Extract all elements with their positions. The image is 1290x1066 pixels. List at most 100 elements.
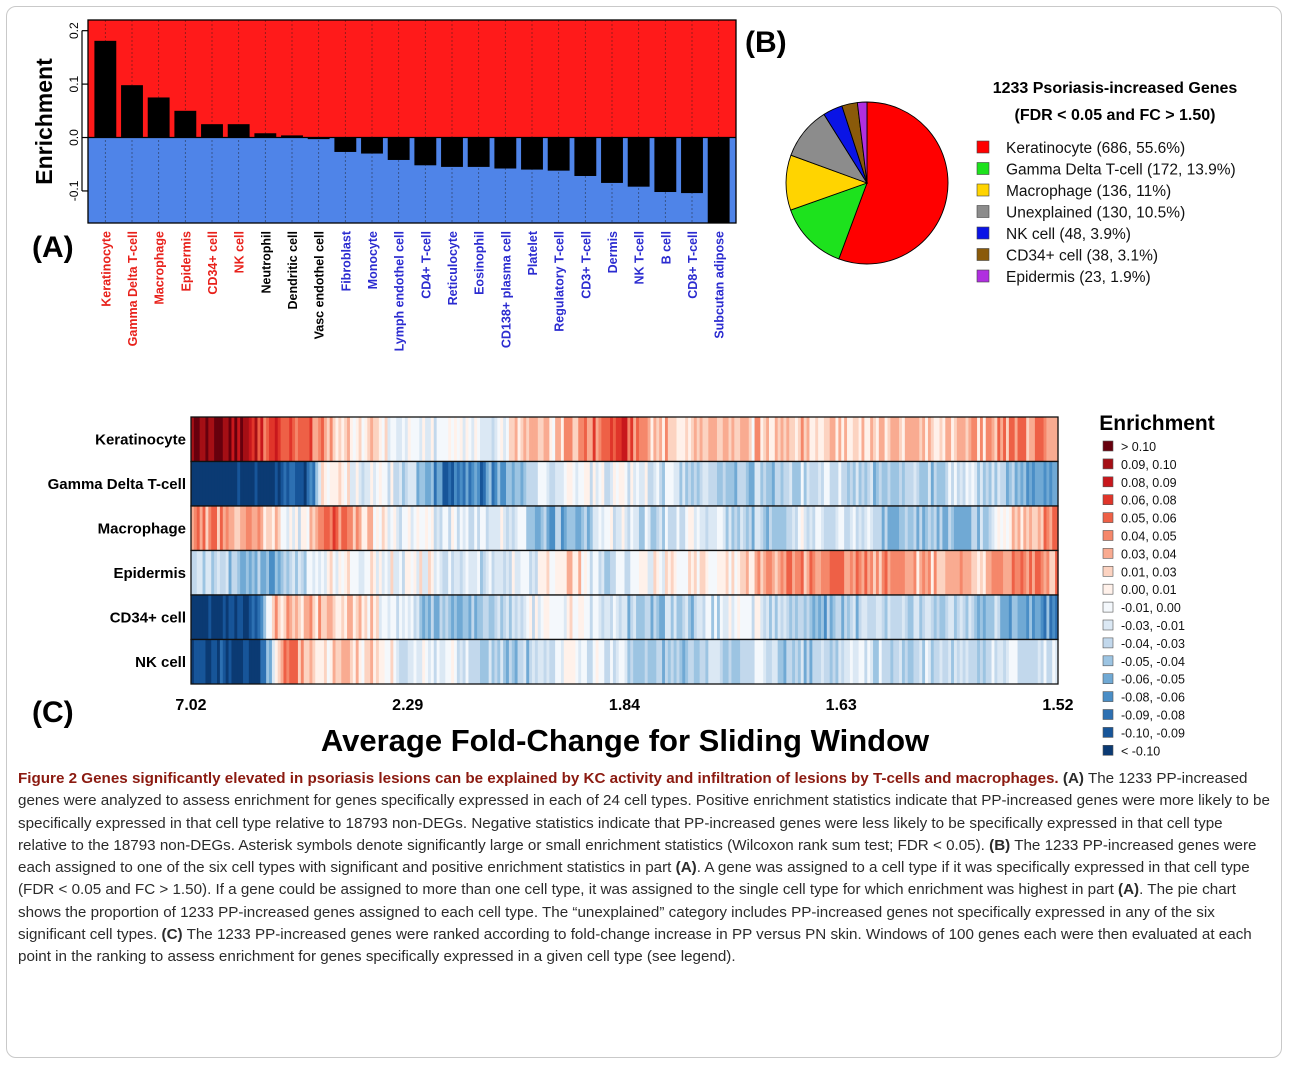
heatmap-cell — [849, 506, 854, 551]
heatmap-cell — [930, 417, 935, 462]
pie-legend-label: CD34+ cell (38, 3.1%) — [1006, 248, 1158, 265]
heatmap-cell — [592, 417, 597, 462]
heatmap-cell — [734, 639, 738, 684]
bar — [281, 135, 303, 138]
significance-marker: ** — [364, 138, 380, 161]
heatmap-cell — [375, 595, 380, 640]
caption-ref-a: (A) — [1062, 770, 1084, 787]
heatmap-cell — [546, 417, 550, 462]
heatmap-cell — [488, 417, 493, 462]
heatmap-cell — [991, 417, 996, 462]
heatmap-cell — [1052, 595, 1056, 640]
heatmap-cell — [260, 506, 264, 551]
heatmap-cell — [260, 461, 264, 506]
heatmap-cell — [263, 417, 267, 462]
heatmap-cell — [777, 550, 782, 595]
heatmap-cell — [873, 550, 877, 595]
heatmap-cell — [708, 595, 712, 640]
heatmap-legend-label: 0.06, 0.08 — [1121, 494, 1177, 508]
heatmap-cell — [688, 639, 692, 684]
heatmap-cell — [231, 461, 235, 506]
heatmap-cell — [280, 639, 285, 684]
heatmap-cell — [962, 417, 967, 462]
heatmap-cell — [893, 506, 897, 551]
heatmap-cell — [630, 639, 634, 684]
heatmap-cell — [451, 639, 455, 684]
category-label: Fibroblast — [339, 230, 353, 291]
heatmap-cell — [864, 639, 868, 684]
heatmap-legend-label: 0.00, 0.01 — [1121, 583, 1177, 597]
heatmap-cell — [399, 506, 403, 551]
heatmap-cell — [584, 550, 588, 595]
heatmap-cell — [407, 639, 412, 684]
category-label: Vasc endothel cell — [313, 231, 327, 339]
heatmap-cell — [890, 550, 894, 595]
heatmap-cell — [1046, 506, 1050, 551]
heatmap-cell — [1040, 550, 1045, 595]
heatmap-cell — [916, 506, 920, 551]
heatmap-cell — [641, 506, 646, 551]
heatmap-cell — [537, 461, 542, 506]
heatmap-cell — [728, 595, 733, 640]
heatmap-cell — [939, 506, 943, 551]
significance-marker: ** — [497, 153, 513, 176]
heatmap-cell — [529, 550, 533, 595]
heatmap-cell — [962, 550, 967, 595]
heatmap-cell — [572, 595, 576, 640]
heatmap-cell — [636, 595, 640, 640]
heatmap-cell — [358, 550, 363, 595]
heatmap-cell — [705, 550, 709, 595]
heatmap-cell — [329, 550, 334, 595]
heatmap-cell — [760, 639, 764, 684]
heatmap-cell — [624, 506, 628, 551]
heatmap-cell — [985, 550, 990, 595]
significance-marker: ** — [230, 121, 246, 144]
heatmap-cell — [555, 461, 559, 506]
heatmap-cell — [581, 506, 585, 551]
heatmap-cell — [858, 595, 863, 640]
heatmap-cell — [558, 639, 562, 684]
heatmap-cell — [956, 506, 961, 551]
heatmap-cell — [803, 639, 808, 684]
heatmap-cell — [809, 417, 813, 462]
heatmap-cell — [991, 595, 996, 640]
heatmap-cell — [546, 595, 550, 640]
heatmap-cell — [826, 506, 831, 551]
heatmap-cell — [979, 639, 984, 684]
heatmap-cell — [962, 506, 967, 551]
heatmap-cell — [523, 639, 527, 684]
heatmap-cell — [653, 417, 657, 462]
heatmap-cell — [601, 639, 605, 684]
heatmap-cell — [604, 550, 608, 595]
pie-legend-label: Unexplained (130, 10.5%) — [1006, 205, 1185, 222]
heatmap-cell — [641, 595, 646, 640]
heatmap-cell — [375, 461, 380, 506]
heatmap-cell — [971, 550, 975, 595]
heatmap-cell — [300, 639, 305, 684]
heatmap-cell — [711, 506, 715, 551]
heatmap-cell — [598, 417, 602, 462]
heatmap-cell — [445, 595, 449, 640]
heatmap-cell — [994, 506, 998, 551]
heatmap-cell — [503, 639, 507, 684]
heatmap-cell — [1040, 506, 1045, 551]
heatmap-cell — [349, 550, 354, 595]
heatmap-cell — [381, 595, 386, 640]
heatmap-cell — [988, 639, 993, 684]
heatmap-cell — [488, 506, 493, 551]
heatmap-cell — [494, 506, 498, 551]
heatmap-legend-label: -0.04, -0.03 — [1121, 637, 1185, 651]
heatmap-cell — [907, 506, 912, 551]
heatmap-cell — [641, 417, 646, 462]
heatmap-legend-label: -0.01, 0.00 — [1121, 601, 1181, 615]
heatmap-cell — [953, 639, 958, 684]
heatmap-cell — [297, 461, 302, 506]
heatmap-cell — [734, 506, 738, 551]
heatmap-cell — [751, 550, 756, 595]
heatmap-cell — [832, 461, 837, 506]
heatmap-legend-label: < -0.10 — [1121, 744, 1160, 758]
heatmap-cell — [612, 461, 617, 506]
heatmap-cell — [849, 550, 854, 595]
heatmap-cell — [742, 550, 747, 595]
heatmap-cell — [685, 595, 689, 640]
